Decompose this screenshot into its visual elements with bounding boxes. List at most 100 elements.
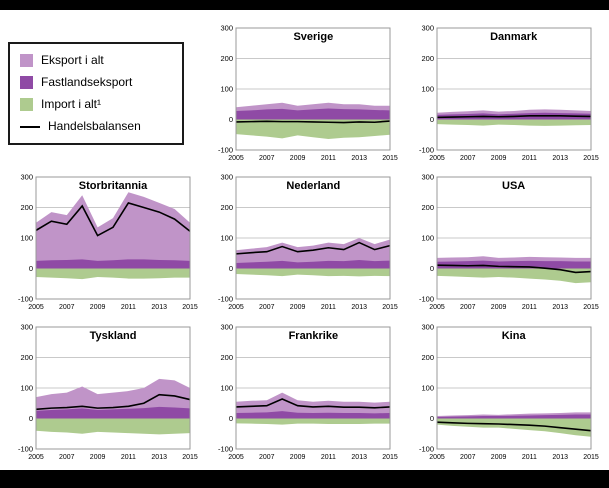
svg-text:2013: 2013 [552,155,568,162]
legend-label-eksport: Eksport i alt [41,53,104,67]
chart-plot-nederland: 300 200 100 0 -100 2005 2007 2009 2011 2013 2015 [206,171,402,317]
svg-text:2013: 2013 [552,454,568,461]
chart-plot-danmark: 300 200 100 0 -100 2005 2007 2009 2011 2013 2015 [407,22,603,168]
chart-frankrike: 300 200 100 0 -100 2005 2007 2009 2011 2013 2015 F… [206,321,402,470]
svg-text:0: 0 [229,115,233,124]
svg-text:2013: 2013 [151,304,167,311]
chart-plot-sverige: 300 200 100 0 -100 2005 2007 2009 2011 2013 2015 [206,22,402,168]
svg-text:2005: 2005 [429,304,445,311]
svg-text:2009: 2009 [290,304,306,311]
svg-text:300: 300 [221,24,234,33]
svg-text:2015: 2015 [383,155,399,162]
svg-text:0: 0 [429,115,433,124]
svg-text:100: 100 [421,85,434,94]
svg-text:200: 200 [221,353,234,362]
svg-text:2007: 2007 [460,155,476,162]
svg-text:2005: 2005 [28,454,44,461]
svg-text:2007: 2007 [259,304,275,311]
svg-text:200: 200 [221,54,234,63]
svg-text:2009: 2009 [290,155,306,162]
svg-text:0: 0 [29,414,33,423]
legend-line-swatch-handelsbalansen [20,125,40,128]
svg-text:2007: 2007 [259,155,275,162]
svg-text:-100: -100 [419,146,434,155]
chart-grid: Eksport i alt Fastlandseksport Import i … [0,10,609,470]
svg-text:2007: 2007 [259,454,275,461]
svg-text:100: 100 [221,85,234,94]
chart-plot-frankrike: 300 200 100 0 -100 2005 2007 2009 2011 2013 2015 [206,321,402,467]
svg-text:100: 100 [221,383,234,392]
chart-tyskland: 300 200 100 0 -100 2005 2007 2009 2011 2013 2015 T… [6,321,202,470]
svg-text:0: 0 [429,264,433,273]
svg-text:300: 300 [421,173,434,182]
legend-swatch-eksport [20,54,33,67]
svg-text:2015: 2015 [583,155,599,162]
svg-text:0: 0 [229,264,233,273]
chart-plot-usa: 300 200 100 0 -100 2005 2007 2009 2011 2013 2015 [407,171,603,317]
svg-text:0: 0 [229,414,233,423]
svg-text:2007: 2007 [460,304,476,311]
svg-text:0: 0 [29,264,33,273]
svg-text:2011: 2011 [121,454,136,461]
svg-text:300: 300 [221,322,234,331]
chart-plot-kina: 300 200 100 0 -100 2005 2007 2009 2011 2013 2015 [407,321,603,467]
legend-swatch-import [20,98,33,111]
svg-text:-100: -100 [18,295,33,304]
svg-text:-100: -100 [419,295,434,304]
svg-text:2013: 2013 [352,304,368,311]
legend-label-fastlandseksport: Fastlandseksport [41,75,133,89]
svg-text:2015: 2015 [383,304,399,311]
svg-text:200: 200 [421,203,434,212]
svg-text:300: 300 [421,322,434,331]
svg-text:2009: 2009 [90,454,106,461]
svg-text:2011: 2011 [321,454,336,461]
svg-text:200: 200 [421,353,434,362]
chart-sverige: 300 200 100 0 -100 2005 2007 2009 2011 2013 2015 S… [206,22,402,171]
svg-text:2009: 2009 [490,304,506,311]
chart-kina: 300 200 100 0 -100 2005 2007 2009 2011 2013 2015 K… [407,321,603,470]
svg-text:200: 200 [20,203,33,212]
svg-text:2007: 2007 [59,304,75,311]
legend-item-handelsbalansen: Handelsbalansen [20,120,172,133]
legend-swatch-fastlandseksport [20,76,33,89]
svg-text:2013: 2013 [552,304,568,311]
svg-text:2011: 2011 [321,304,336,311]
svg-text:100: 100 [20,234,33,243]
svg-text:2005: 2005 [229,304,245,311]
svg-text:2015: 2015 [583,454,599,461]
legend-cell: Eksport i alt Fastlandseksport Import i … [6,22,202,171]
svg-text:200: 200 [20,353,33,362]
svg-text:2005: 2005 [429,454,445,461]
svg-text:2011: 2011 [121,304,136,311]
svg-text:2009: 2009 [290,454,306,461]
bottom-black-bar [0,470,609,488]
svg-text:2011: 2011 [321,155,336,162]
chart-plot-storbritannia: 300 200 100 0 -100 2005 2007 2009 2011 2013 2015 [6,171,202,317]
svg-text:-100: -100 [18,444,33,453]
chart-nederland: 300 200 100 0 -100 2005 2007 2009 2011 2013 2015 N… [206,171,402,320]
svg-text:300: 300 [421,24,434,33]
svg-text:2009: 2009 [490,454,506,461]
legend-label-import: Import i alt¹ [41,97,102,111]
legend-item-fastlandseksport: Fastlandseksport [20,76,172,89]
svg-text:2015: 2015 [583,304,599,311]
svg-text:100: 100 [20,383,33,392]
svg-text:-100: -100 [218,146,233,155]
svg-text:2005: 2005 [229,454,245,461]
svg-text:2005: 2005 [229,155,245,162]
legend-item-import: Import i alt¹ [20,98,172,111]
chart-danmark: 300 200 100 0 -100 2005 2007 2009 2011 2013 2015 D… [407,22,603,171]
svg-text:2015: 2015 [182,454,198,461]
svg-text:2011: 2011 [522,304,537,311]
svg-text:2015: 2015 [182,304,198,311]
svg-text:2009: 2009 [490,155,506,162]
svg-text:2009: 2009 [90,304,106,311]
svg-text:2007: 2007 [460,454,476,461]
